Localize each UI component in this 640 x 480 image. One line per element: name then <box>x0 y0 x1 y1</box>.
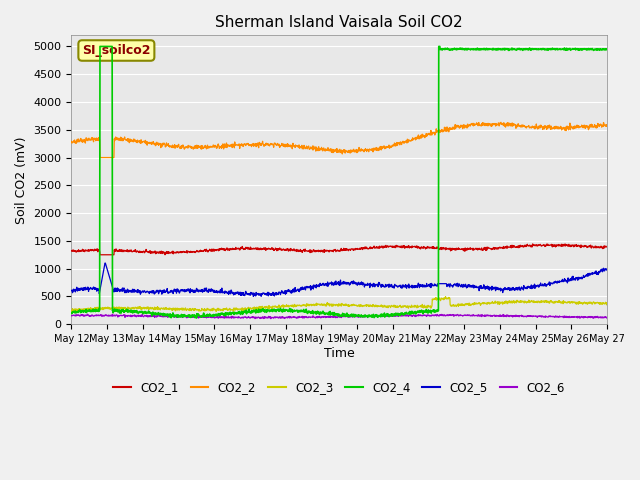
Legend: CO2_1, CO2_2, CO2_3, CO2_4, CO2_5, CO2_6: CO2_1, CO2_2, CO2_3, CO2_4, CO2_5, CO2_6 <box>109 377 570 399</box>
Y-axis label: Soil CO2 (mV): Soil CO2 (mV) <box>15 136 28 224</box>
Text: SI_soilco2: SI_soilco2 <box>82 44 150 57</box>
Title: Sherman Island Vaisala Soil CO2: Sherman Island Vaisala Soil CO2 <box>216 15 463 30</box>
X-axis label: Time: Time <box>324 347 355 360</box>
